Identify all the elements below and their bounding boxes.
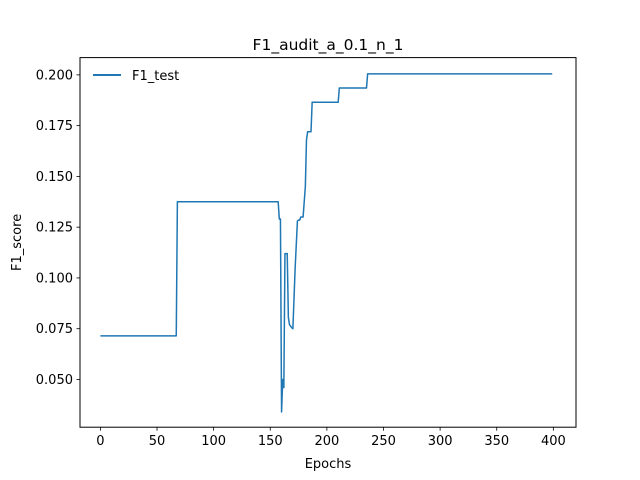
x-tick-label: 200 xyxy=(314,434,339,449)
x-tick-label: 350 xyxy=(484,434,509,449)
series-line-f1-test xyxy=(100,73,553,413)
x-tick-label: 300 xyxy=(428,434,453,449)
y-tick-label: 0.050 xyxy=(36,373,73,388)
series-group xyxy=(100,73,553,413)
x-tick-label: 100 xyxy=(201,434,226,449)
y-tick-label: 0.175 xyxy=(36,119,73,134)
y-tick-label: 0.075 xyxy=(36,322,73,337)
x-axis-label: Epochs xyxy=(305,457,352,472)
legend: F1_test xyxy=(93,69,179,84)
y-tick-label: 0.100 xyxy=(36,271,73,286)
legend-label: F1_test xyxy=(132,69,179,84)
y-tick-label: 0.200 xyxy=(36,68,73,83)
x-tick-label: 400 xyxy=(541,434,566,449)
x-tick-label: 50 xyxy=(149,434,166,449)
y-tick-label: 0.125 xyxy=(36,221,73,236)
x-tick-label: 150 xyxy=(258,434,283,449)
axis-ticks: 0 50 100 150 200 250 300 350 400 0.050 0.075 0.100 0… xyxy=(36,68,566,449)
plot-frame xyxy=(79,57,577,428)
y-axis-label: F1_score xyxy=(10,214,25,271)
y-tick-label: 0.150 xyxy=(36,170,73,185)
x-tick-label: 0 xyxy=(96,434,104,449)
x-tick-label: 250 xyxy=(371,434,396,449)
chart-title: F1_audit_a_0.1_n_1 xyxy=(253,36,404,55)
plot-background xyxy=(80,57,576,428)
